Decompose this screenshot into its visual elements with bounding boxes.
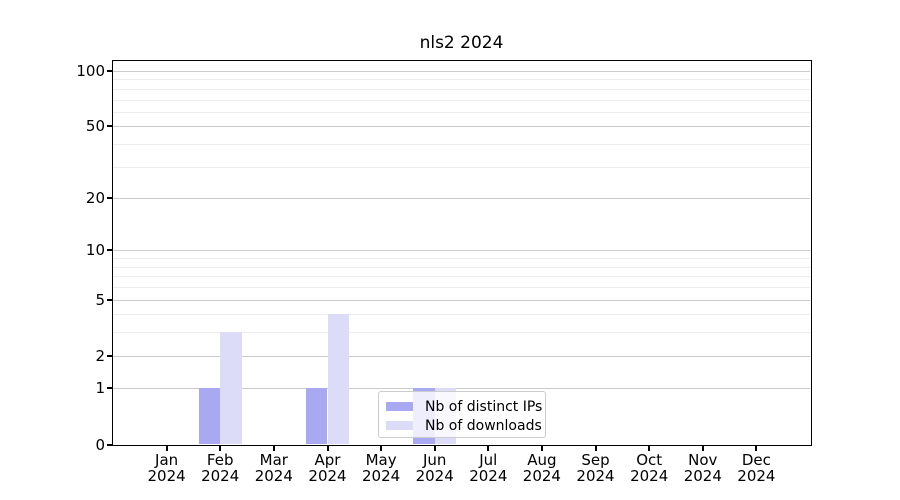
gridline-minor-40 [113,144,810,145]
x-tick-mark-oct [648,446,651,451]
legend-swatch-downloads-icon [386,421,413,430]
gridline-minor-3 [113,332,810,334]
y-tick-mark-20 [107,197,112,200]
x-tick-mark-jun [433,446,436,451]
x-tick-mark-dec [755,446,758,451]
y-tick-mark-10 [107,249,112,252]
x-tick-label-jul: Jul 2024 [469,451,508,485]
gridline-minor-7 [113,276,810,278]
y-tick-mark-5 [107,298,112,301]
x-tick-mark-nov [701,446,704,451]
x-tick-mark-mar [272,446,275,451]
x-tick-label-apr: Apr 2024 [308,451,347,485]
x-tick-label-dec: Dec 2024 [737,451,776,485]
x-tick-label-jan: Jan 2024 [147,451,186,485]
y-tick-label-0: 0 [95,435,105,454]
x-tick-label-aug: Aug 2024 [522,451,561,485]
y-tick-mark-1 [107,387,112,390]
legend-item-downloads: Nb of downloads [386,416,545,435]
y-tick-mark-2 [107,354,112,357]
gridline-minor-8 [113,266,810,268]
x-tick-mark-aug [540,446,543,451]
chart-title: nls2 2024 [419,33,504,53]
x-tick-mark-may [380,446,383,451]
gridline-major-5 [113,299,810,301]
gridline-major-10 [113,250,810,252]
y-tick-mark-100 [107,70,112,72]
legend-label-distinct-ips: Nb of distinct IPs [425,398,543,415]
bar-downloads-apr [327,314,349,445]
legend-label-downloads: Nb of downloads [425,417,542,434]
gridline-minor-70 [113,99,810,101]
gridline-minor-9 [113,258,810,260]
plot-area [113,62,810,445]
x-tick-label-may: May 2024 [362,451,401,485]
gridline-major-2 [113,355,810,357]
x-tick-label-sep: Sep 2024 [576,451,615,485]
y-tick-mark-0 [107,443,112,446]
y-tick-label-20: 20 [85,189,105,208]
y-tick-mark-50 [107,125,112,128]
x-tick-mark-apr [326,446,329,451]
x-tick-mark-jan [165,446,168,451]
x-tick-mark-jul [487,446,490,451]
legend: Nb of distinct IPs Nb of downloads [378,391,546,438]
gridline-minor-6 [113,287,810,288]
legend-item-distinct-ips: Nb of distinct IPs [386,397,545,416]
x-tick-label-mar: Mar 2024 [254,451,293,485]
x-tick-mark-sep [594,446,597,451]
gridline-major-100 [113,71,810,72]
y-tick-label-1: 1 [95,379,105,398]
legend-swatch-distinct-ips-icon [386,402,413,411]
gridline-minor-30 [113,166,810,168]
bar-downloads-feb [220,332,242,445]
y-tick-label-5: 5 [95,290,105,309]
x-tick-label-feb: Feb 2024 [201,451,240,485]
x-tick-mark-feb [219,446,222,451]
y-tick-label-2: 2 [95,346,105,365]
gridline-major-1 [113,388,810,390]
y-tick-label-100: 100 [76,62,105,80]
gridline-minor-80 [113,88,810,90]
bar-distinct-ips-apr [306,388,328,445]
y-tick-label-50: 50 [85,117,105,136]
gridline-minor-60 [113,111,810,113]
x-tick-label-oct: Oct 2024 [630,451,669,485]
x-tick-label-nov: Nov 2024 [683,451,722,485]
y-tick-label-10: 10 [85,241,105,260]
gridline-major-20 [113,198,810,200]
gridline-minor-90 [113,79,810,81]
gridline-major-50 [113,126,810,128]
gridline-minor-4 [113,314,810,316]
bar-distinct-ips-feb [198,388,221,445]
x-tick-label-jun: Jun 2024 [415,451,454,485]
